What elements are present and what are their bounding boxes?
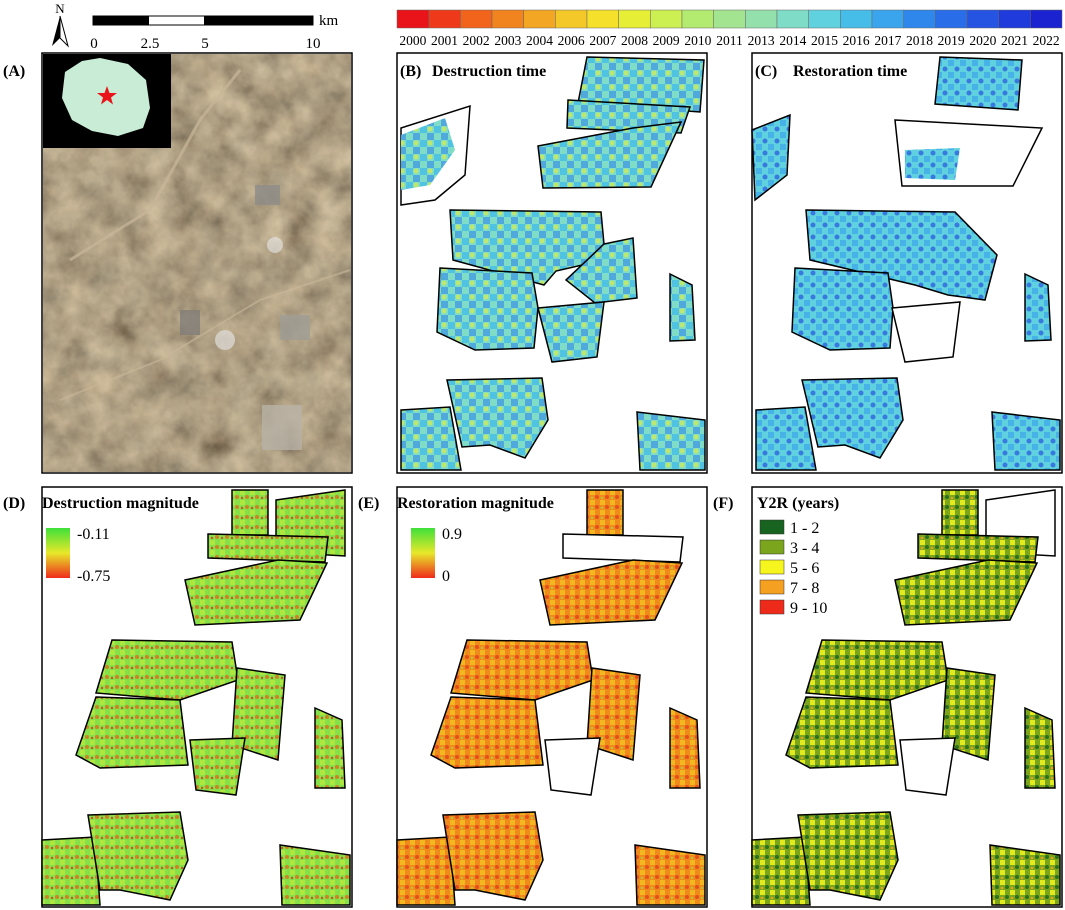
colorbar-swatch-2007 [586, 9, 619, 29]
colorbar-swatch-2000 [396, 9, 429, 29]
colorbar-swatch-2015 [808, 9, 841, 29]
legend-swatch [759, 559, 785, 575]
scale-bar: 0 2.5 5 10 km [90, 13, 338, 52]
legend-label: 5 - 6 [790, 560, 819, 577]
colorbar-year-label: 2019 [938, 33, 965, 48]
colorbar-swatch-2014 [776, 9, 809, 29]
panel-a-satellite-image [43, 54, 351, 472]
legend-label: 7 - 8 [790, 580, 819, 597]
panel-d-gradient-legend [46, 528, 70, 578]
colorbar-swatch-2022 [1030, 9, 1063, 29]
colorbar-year-label: 2004 [526, 33, 553, 48]
colorbar-year-label: 2010 [684, 33, 711, 48]
colorbar-year-label: 2018 [906, 33, 933, 48]
panel-d-legend-low: -0.75 [77, 568, 110, 585]
locator-inset [43, 54, 171, 148]
scale-unit: km [319, 13, 339, 29]
panel-a-letter: (A) [3, 63, 25, 80]
panel-e-map [396, 489, 706, 906]
colorbar-swatch-2021 [998, 9, 1031, 29]
colorbar-swatch-2018 [903, 9, 936, 29]
colorbar-year-label: 2013 [748, 33, 775, 48]
scale-tick-3: 10 [306, 36, 321, 52]
panel-d-map [41, 489, 351, 906]
colorbar-swatch-2016 [840, 9, 873, 29]
colorbar-swatch-2006 [555, 9, 588, 29]
panel-e-title: Restoration magnitude [397, 495, 554, 512]
colorbar-swatch-2020 [966, 9, 999, 29]
panel-f-class-legend: 1 - 2 3 - 4 5 - 6 7 - 8 9 - 10 [759, 519, 827, 617]
panel-e-legend-low: 0 [442, 568, 450, 585]
colorbar-swatch-2008 [618, 9, 651, 29]
panel-f-map [751, 489, 1061, 906]
legend-swatch [759, 579, 785, 595]
scale-tick-2: 5 [201, 36, 209, 52]
colorbar-year-label: 2014 [779, 33, 806, 48]
colorbar-year-label: 2003 [494, 33, 521, 48]
colorbar-year-label: 2001 [431, 33, 458, 48]
colorbar-year-label: 2022 [1033, 33, 1060, 48]
scale-tick-1: 2.5 [141, 36, 160, 52]
legend-swatch [759, 519, 785, 535]
panel-f-title: Y2R (years) [757, 495, 839, 512]
panel-e-gradient-legend [411, 528, 435, 578]
colorbar-year-label: 2020 [969, 33, 996, 48]
colorbar-year-label: 2008 [621, 33, 648, 48]
panel-e-legend-high: 0.9 [442, 526, 462, 543]
year-colorbar: 2000 2001 2002 2003 2004 2006 2007 2008 2009 2010… [396, 9, 1063, 48]
colorbar-swatch-2002 [460, 9, 493, 29]
colorbar-year-label: 2007 [589, 33, 616, 48]
colorbar-year-label: 2011 [716, 33, 743, 48]
location-star-icon [97, 86, 117, 105]
north-arrow-icon [52, 16, 60, 46]
legend-swatch [759, 599, 785, 615]
colorbar-swatch-2017 [871, 9, 904, 29]
north-label: N [55, 1, 65, 16]
colorbar-year-label: 2015 [811, 33, 838, 48]
colorbar-swatch-2019 [935, 9, 968, 29]
colorbar-year-label: 2017 [874, 33, 901, 48]
colorbar-swatch-2001 [428, 9, 461, 29]
colorbar-year-label: 2006 [558, 33, 585, 48]
legend-swatch [759, 539, 785, 555]
legend-label: 3 - 4 [790, 540, 819, 557]
colorbar-swatch-2003 [491, 9, 524, 29]
legend-label: 1 - 2 [790, 520, 819, 537]
colorbar-swatch-2011 [713, 9, 746, 29]
colorbar-year-label: 2009 [653, 33, 680, 48]
panel-b-title: Destruction time [432, 63, 546, 80]
legend-label: 9 - 10 [790, 600, 827, 617]
colorbar-swatch-2009 [650, 9, 683, 29]
panel-b-map [400, 56, 706, 471]
panel-b-letter: (B) [400, 63, 421, 80]
north-arrow: N [52, 1, 69, 48]
panel-d-legend-high: -0.11 [77, 526, 110, 543]
panel-f-letter: (F) [713, 495, 733, 512]
panel-d-letter: (D) [3, 495, 25, 512]
panel-d-title: Destruction magnitude [42, 495, 199, 512]
panel-e-letter: (E) [358, 495, 379, 512]
colorbar-year-label: 2002 [463, 33, 490, 48]
colorbar-swatch-2013 [745, 9, 778, 29]
colorbar-year-label: 2000 [399, 33, 426, 48]
panel-c-title: Restoration time [793, 63, 907, 80]
panel-c-letter: (C) [755, 63, 777, 80]
panel-c-map [751, 56, 1061, 471]
colorbar-year-label: 2016 [843, 33, 870, 48]
colorbar-swatch-2010 [681, 9, 714, 29]
colorbar-year-label: 2021 [1001, 33, 1028, 48]
scale-tick-0: 0 [90, 36, 98, 52]
colorbar-swatch-2004 [523, 9, 556, 29]
